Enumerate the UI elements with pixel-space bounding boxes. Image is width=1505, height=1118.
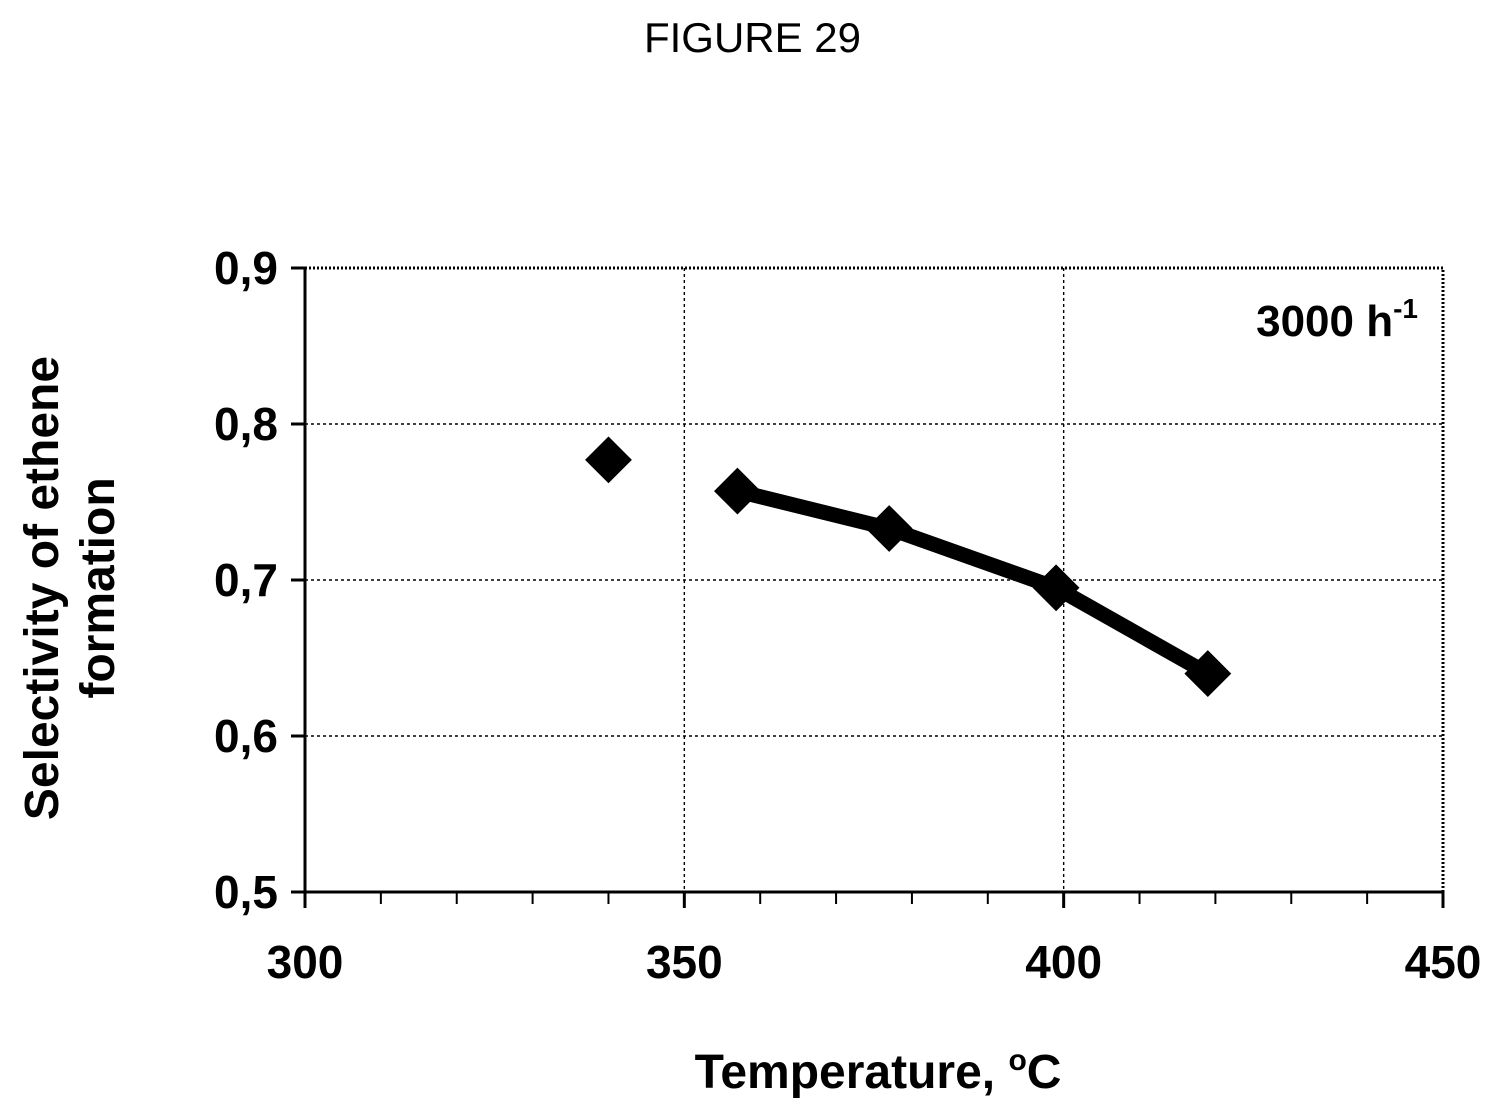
series-line — [735, 483, 1212, 681]
y-tick-label: 0,6 — [214, 710, 278, 762]
x-axis-title-unit: C — [1027, 1046, 1062, 1099]
y-tick-label: 0,8 — [214, 398, 278, 450]
annotation: 3000 h-1 — [1256, 293, 1418, 346]
x-axis-title: Temperature, oC — [695, 1044, 1062, 1099]
data-point — [585, 436, 632, 484]
x-axis-title-sup: o — [1008, 1044, 1026, 1077]
data-point — [1032, 564, 1080, 612]
y-axis-title-line1: Selectivity of ethene — [16, 356, 69, 820]
data-point — [1184, 650, 1232, 698]
y-axis-title-line2: formation — [72, 477, 125, 698]
data-point — [714, 467, 761, 515]
figure-label: FIGURE 29 — [643, 14, 862, 61]
series-group — [585, 436, 1232, 698]
data-point — [865, 505, 913, 552]
y-tick-label: 0,5 — [214, 866, 278, 918]
y-tick-label: 0,7 — [214, 554, 278, 606]
axes-group — [291, 266, 1445, 908]
annotation-text: 3000 h — [1256, 297, 1393, 346]
annotation-sup: -1 — [1393, 293, 1418, 324]
x-tick-label: 300 — [267, 936, 344, 988]
y-tick-label: 0,9 — [214, 242, 278, 294]
tick-labels-group: 0,5 0,6 0,7 0,8 0,9 300 350 400 450 — [214, 242, 1481, 988]
x-tick-label: 450 — [1405, 936, 1482, 988]
x-axis-title-text: Temperature, — [695, 1046, 1009, 1099]
x-tick-label: 350 — [646, 936, 723, 988]
y-axis-title: Selectivity of ethene formation — [16, 356, 125, 820]
x-tick-label: 400 — [1025, 936, 1102, 988]
